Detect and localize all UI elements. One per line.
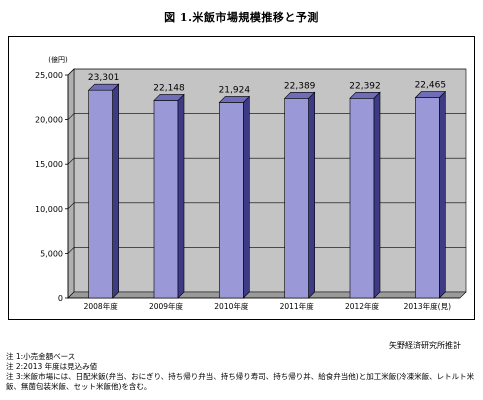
footnote-2: 注 2:2013 年度は見込み値: [6, 362, 98, 371]
plot-floor: [67, 291, 467, 299]
plot-back-wall: [73, 68, 467, 293]
bar: [153, 100, 179, 299]
gridline-side: [67, 157, 75, 165]
data-label: 22,389: [284, 81, 316, 91]
footnote-3: 注 3:米飯市場には、日配米飯(弁当、おにぎり、持ち帰り弁当、持ち帰り寿司、持ち…: [6, 372, 475, 391]
data-label: 21,924: [219, 85, 251, 95]
bar: [88, 89, 113, 299]
gridline-side: [67, 202, 75, 210]
gridline-side: [67, 247, 75, 254]
x-tick-label: 2008年度: [84, 301, 119, 311]
data-label: 22,465: [415, 81, 447, 91]
y-tick-label: 5,000: [40, 249, 63, 258]
x-tick-label: 2009年度: [149, 301, 184, 311]
bar-side: [308, 91, 315, 299]
bar-top: [414, 91, 447, 98]
x-tick-label: 2011年度: [280, 301, 315, 311]
bar-side: [243, 95, 250, 299]
data-label: 23,301: [88, 73, 120, 83]
plot-side-wall: [67, 68, 75, 299]
bar-top: [283, 91, 316, 99]
gridline-side: [67, 68, 75, 76]
bar: [219, 102, 244, 299]
y-tick-label: 15,000: [35, 160, 63, 169]
y-unit-label: (億円): [48, 55, 68, 64]
y-tick-label: 20,000: [35, 116, 63, 125]
y-tick-label: 10,000: [35, 205, 63, 214]
bar-side: [373, 91, 381, 299]
y-tick-label: 0: [58, 294, 63, 303]
y-tick-label: 25,000: [35, 71, 63, 80]
data-label: 22,392: [349, 81, 381, 91]
bar-top: [153, 94, 185, 101]
x-tick-label: 2013年度(見): [404, 301, 452, 311]
gridline-side: [67, 113, 75, 120]
bar: [284, 97, 309, 299]
footnote-1: 注 1:小売金額ベース: [6, 352, 76, 361]
bar-top: [87, 83, 120, 91]
source-note: 矢野経済研究所推計: [389, 341, 461, 350]
bar-side: [112, 83, 119, 299]
bar-top: [218, 96, 251, 103]
chart-title: 図 1.米飯市場規模推移と予測: [164, 11, 319, 24]
bar-side: [439, 90, 446, 299]
bar: [415, 97, 440, 299]
bar-side: [177, 93, 185, 299]
bar: [349, 97, 375, 299]
bar-top: [349, 91, 381, 99]
footnotes: 注 1:小売金額ベース 注 2:2013 年度は見込み値 注 3:米飯市場には、…: [6, 352, 476, 392]
data-label: 22,148: [153, 83, 185, 93]
x-tick-label: 2010年度: [214, 301, 249, 311]
x-tick-label: 2012年度: [345, 301, 380, 311]
